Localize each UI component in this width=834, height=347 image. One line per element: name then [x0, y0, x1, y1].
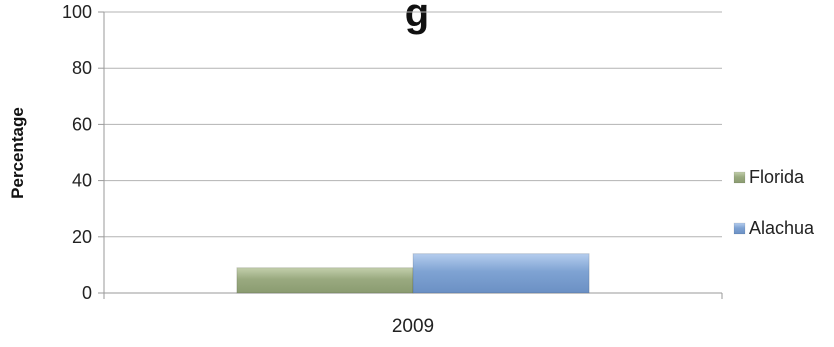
y-axis-title: Percentage [8, 107, 27, 199]
legend-label-florida: Florida [749, 167, 805, 187]
bar-florida [236, 267, 414, 294]
y-axis-ticks: 0 20 40 60 80 100 [62, 2, 104, 303]
chart-title-fragment: g [405, 0, 429, 35]
y-tick-label: 0 [82, 283, 92, 303]
legend-swatch-alachua [733, 222, 746, 235]
y-tick-label: 80 [72, 58, 92, 78]
legend-swatch-florida [733, 171, 746, 184]
gridlines [104, 11, 722, 238]
y-tick-label: 100 [62, 2, 92, 22]
legend: Florida Alachua [733, 167, 815, 238]
legend-label-alachua: Alachua [749, 218, 815, 238]
bars [236, 253, 590, 294]
y-tick-label: 40 [72, 171, 92, 191]
bar-alachua [412, 253, 590, 294]
x-axis-labels: 2009 [103, 293, 723, 337]
y-tick-label: 20 [72, 227, 92, 247]
x-category-label: 2009 [392, 316, 434, 337]
y-tick-label: 60 [72, 114, 92, 134]
